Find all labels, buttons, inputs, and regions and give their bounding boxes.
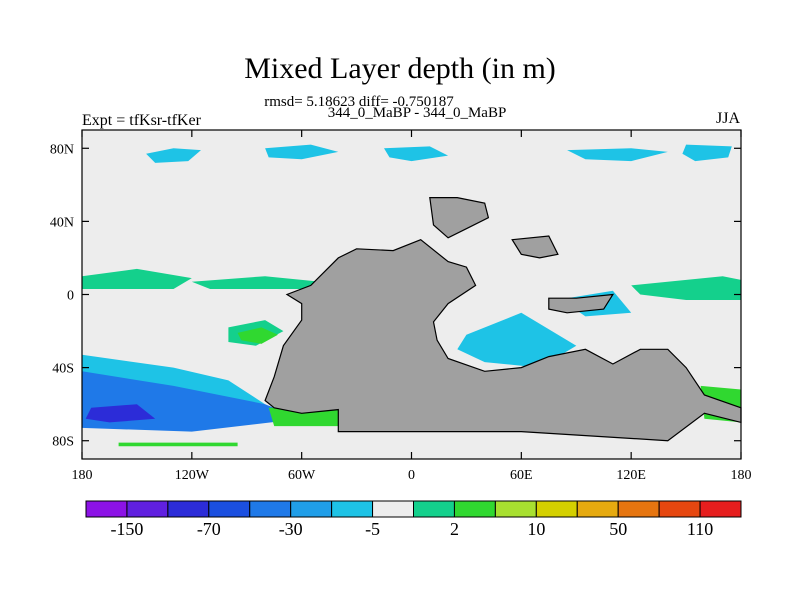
colorbar-box-11	[535, 500, 578, 518]
data-region-1	[265, 144, 339, 160]
x-tick-label-6: 180	[731, 468, 752, 483]
data-region-17	[118, 442, 238, 447]
x-tick-label-4: 60E	[510, 468, 533, 483]
data-region-7	[631, 276, 741, 300]
data-region-3	[567, 148, 668, 162]
data-region-0	[146, 148, 201, 163]
colorbar-box-2	[167, 500, 210, 518]
colorbar-box-0	[85, 500, 128, 518]
x-tick-label-3: 0	[408, 468, 415, 483]
colorbar-box-13	[617, 500, 660, 518]
colorbar-box-5	[290, 500, 333, 518]
chart-subtitle: 344_0_MaBP - 344_0_MaBP	[327, 105, 507, 121]
x-tick-label-0: 180	[72, 468, 93, 483]
colorbar-box-4	[249, 500, 292, 518]
colorbar-box-12	[576, 500, 619, 518]
chart-stats: rmsd= 5.18623 diff= -0.750187	[264, 94, 454, 110]
colorbar-box-6	[331, 500, 374, 518]
land-south-america-africa	[264, 239, 742, 442]
colorbar-box-1	[126, 500, 169, 518]
colorbar-label-3: -5	[365, 519, 380, 539]
season-label: JJA	[716, 110, 741, 127]
land-northern-block	[429, 197, 490, 239]
colorbar-label-4: 2	[450, 519, 459, 539]
colorbar-label-5: 10	[527, 519, 545, 539]
y-tick-label-2: 0	[67, 289, 74, 304]
land-east-asia-block	[511, 235, 559, 259]
colorbar-box-9	[453, 500, 496, 518]
x-tick-label-2: 60W	[288, 468, 316, 483]
land-maritime-block	[548, 293, 615, 314]
data-region-15	[268, 407, 357, 427]
colorbar-box-10	[494, 500, 537, 518]
data-region-13	[82, 354, 266, 405]
colorbar-label-2: -30	[279, 519, 303, 539]
colorbar-label-7: 110	[687, 519, 713, 539]
y-tick-label-4: 80S	[52, 435, 74, 450]
data-region-6	[191, 276, 339, 289]
colorbar-label-0: -150	[110, 519, 143, 539]
y-tick-label-0: 80N	[50, 142, 74, 157]
colorbar-label-6: 50	[609, 519, 627, 539]
colorbar-box-15	[699, 500, 742, 518]
colorbar-box-3	[208, 500, 251, 518]
chart-title: Mixed Layer depth (in m)	[244, 52, 556, 85]
y-tick-label-1: 40N	[50, 215, 74, 230]
colorbar-label-1: -70	[197, 519, 221, 539]
data-region-4	[682, 144, 732, 162]
colorbar-box-14	[658, 500, 701, 518]
colorbar-box-7	[372, 500, 414, 518]
y-tick-label-3: 40S	[52, 362, 74, 377]
x-tick-label-5: 120E	[616, 468, 646, 483]
data-region-9	[237, 327, 278, 344]
colorbar-box-8	[413, 500, 455, 518]
data-region-14	[85, 404, 156, 423]
x-tick-label-1: 120W	[175, 468, 210, 483]
data-region-5	[82, 268, 192, 289]
experiment-label: Expt = tfKsr-tfKer	[82, 112, 201, 129]
data-region-11	[457, 312, 577, 368]
data-region-2	[384, 146, 449, 162]
